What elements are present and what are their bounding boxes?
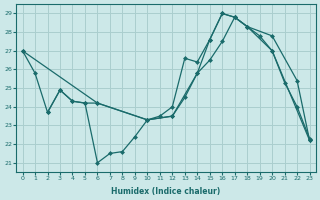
X-axis label: Humidex (Indice chaleur): Humidex (Indice chaleur) [111, 187, 221, 196]
